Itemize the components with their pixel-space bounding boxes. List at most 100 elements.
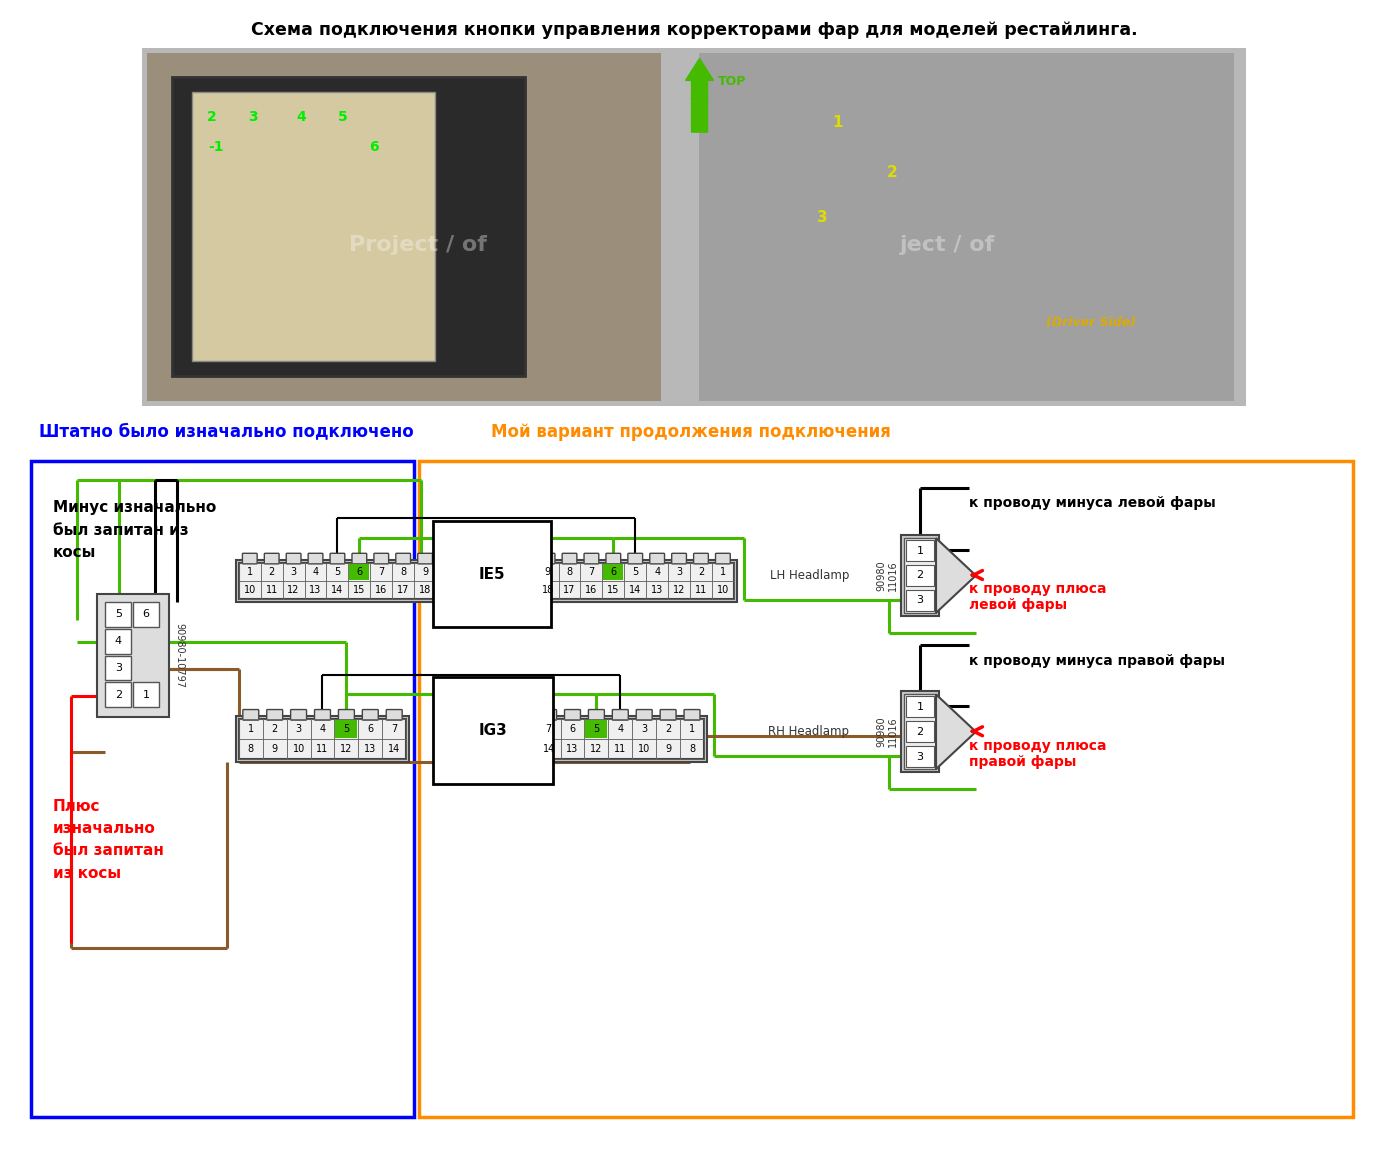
Text: 5: 5 — [343, 724, 350, 734]
Bar — [906, 697, 934, 718]
Text: 2: 2 — [268, 567, 275, 577]
FancyBboxPatch shape — [650, 553, 665, 564]
Text: 1: 1 — [833, 115, 843, 130]
Bar — [133, 682, 160, 707]
Text: 15: 15 — [353, 585, 365, 595]
Bar — [283, 581, 304, 599]
Bar — [287, 739, 311, 759]
Text: 16: 16 — [375, 585, 387, 595]
Bar — [172, 77, 525, 376]
Text: 14: 14 — [543, 744, 555, 754]
Bar — [287, 719, 311, 739]
Text: 3: 3 — [818, 209, 827, 224]
Bar — [335, 719, 358, 739]
Text: к проводу минуса левой фары: к проводу минуса левой фары — [969, 497, 1216, 511]
Bar — [580, 564, 602, 581]
Text: 5: 5 — [337, 110, 347, 124]
Bar — [680, 719, 704, 739]
Text: Штатно было изначально подключено: Штатно было изначально подключено — [39, 423, 414, 440]
Text: -1: -1 — [208, 140, 223, 154]
FancyBboxPatch shape — [565, 710, 580, 720]
Text: 4: 4 — [312, 567, 319, 577]
FancyBboxPatch shape — [362, 710, 379, 720]
Text: 6: 6 — [357, 567, 362, 577]
Text: TOP: TOP — [718, 76, 745, 89]
Bar — [382, 719, 407, 739]
Bar — [680, 739, 704, 759]
Text: IE5: IE5 — [479, 567, 505, 582]
Text: 2: 2 — [207, 110, 217, 124]
Text: 14: 14 — [629, 585, 641, 595]
Bar — [537, 719, 704, 759]
Text: 12: 12 — [287, 585, 300, 595]
Bar — [712, 581, 734, 599]
Text: 1: 1 — [247, 724, 254, 734]
Text: 13: 13 — [651, 585, 663, 595]
Bar — [647, 564, 668, 581]
Bar — [584, 719, 608, 739]
Text: 12: 12 — [590, 744, 602, 754]
FancyBboxPatch shape — [373, 553, 389, 564]
Text: 3: 3 — [641, 724, 647, 734]
Text: 11: 11 — [613, 744, 626, 754]
Bar — [358, 719, 382, 739]
Bar — [147, 53, 661, 401]
Bar — [690, 564, 712, 581]
Bar — [304, 564, 326, 581]
Text: 13: 13 — [310, 585, 322, 595]
Text: 90980-10797: 90980-10797 — [174, 623, 185, 688]
Bar — [906, 540, 934, 561]
Text: 11: 11 — [316, 744, 329, 754]
Text: 6: 6 — [569, 724, 576, 734]
Text: 7: 7 — [378, 567, 384, 577]
Bar — [382, 739, 407, 759]
Bar — [537, 739, 561, 759]
Bar — [657, 739, 680, 759]
Text: 2: 2 — [698, 567, 704, 577]
Bar — [414, 581, 436, 599]
FancyBboxPatch shape — [330, 553, 344, 564]
Bar — [236, 560, 439, 601]
Bar — [633, 719, 657, 739]
Text: 2: 2 — [916, 570, 923, 581]
Text: 11: 11 — [265, 585, 278, 595]
Bar — [625, 564, 647, 581]
Text: 10: 10 — [638, 744, 651, 754]
FancyBboxPatch shape — [339, 710, 354, 720]
Text: 14: 14 — [332, 585, 344, 595]
Text: 3: 3 — [290, 567, 297, 577]
Bar — [561, 739, 584, 759]
FancyBboxPatch shape — [694, 553, 708, 564]
Bar — [625, 581, 647, 599]
Bar — [304, 581, 326, 599]
Bar — [537, 564, 734, 599]
FancyBboxPatch shape — [612, 710, 629, 720]
FancyBboxPatch shape — [584, 553, 598, 564]
Text: Схема подключения кнопки управления корректорами фар для моделей рестайлинга.: Схема подключения кнопки управления корр… — [251, 21, 1137, 39]
Bar — [700, 53, 1234, 401]
Text: 4: 4 — [319, 724, 326, 734]
Text: LH Headlamp: LH Headlamp — [770, 569, 849, 582]
Text: 14: 14 — [389, 744, 400, 754]
Text: 1: 1 — [688, 724, 695, 734]
Bar — [239, 719, 262, 739]
Bar — [608, 739, 633, 759]
Bar — [239, 719, 407, 759]
Text: 2: 2 — [665, 724, 672, 734]
Text: 1: 1 — [143, 690, 150, 700]
Bar — [904, 538, 936, 613]
FancyBboxPatch shape — [396, 553, 411, 564]
Bar — [608, 719, 633, 739]
Text: 12: 12 — [673, 585, 686, 595]
Bar — [326, 581, 348, 599]
Bar — [261, 564, 283, 581]
Text: 18: 18 — [419, 585, 432, 595]
Bar — [901, 535, 940, 615]
Text: 9: 9 — [422, 567, 428, 577]
Text: 9: 9 — [665, 744, 672, 754]
FancyBboxPatch shape — [386, 710, 403, 720]
FancyBboxPatch shape — [636, 710, 652, 720]
Text: 17: 17 — [397, 585, 409, 595]
Bar — [419, 460, 1353, 1118]
Text: 17: 17 — [564, 585, 576, 595]
